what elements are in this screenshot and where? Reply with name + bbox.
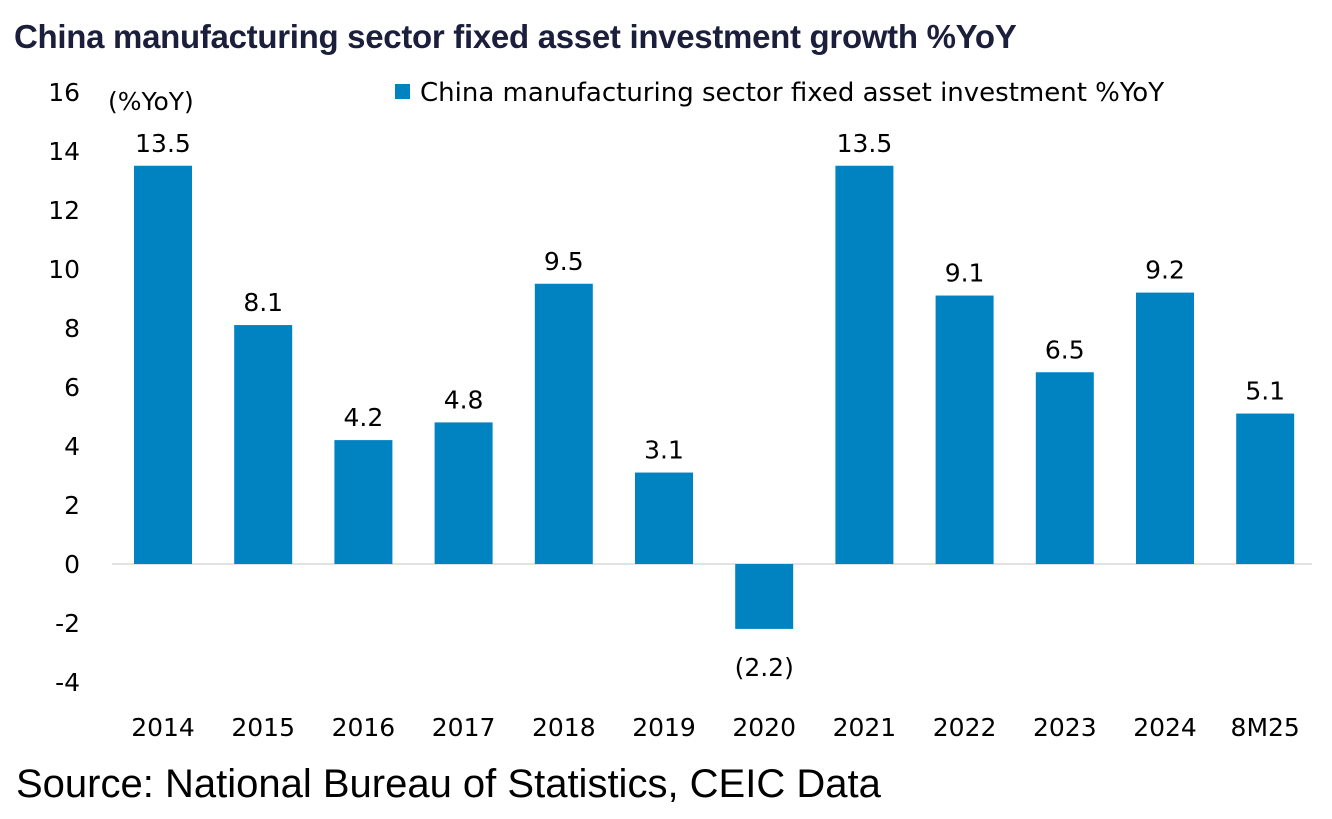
bar-2014 [134,165,192,564]
bar-2024 [1136,292,1194,564]
x-tick-label: 2015 [231,713,295,742]
x-tick-label: 2014 [131,713,195,742]
legend-swatch [395,84,410,99]
x-tick-label: 2021 [833,713,897,742]
x-tick-label: 2016 [332,713,396,742]
bar-2021 [835,165,894,564]
x-tick-label: 2019 [632,713,696,742]
bar-2018 [534,283,593,564]
y-tick-label: 6 [64,373,80,402]
bar-2022 [935,295,994,564]
y-tick-label: -2 [55,609,80,638]
bar-chart: 16 14 12 10 8 6 4 2 0 -2 -4 (%YoY) China manufactu… [48,78,1312,742]
data-label: 4.8 [444,385,484,414]
data-label: 3.1 [644,436,684,465]
bar-2017 [434,422,493,564]
data-label: 5.1 [1245,377,1285,406]
x-tick-label: 2023 [1033,713,1097,742]
y-tick-label: 16 [48,78,80,107]
bar-2016 [334,440,393,564]
x-tick-label: 2024 [1133,713,1197,742]
bar-2019 [635,472,693,564]
data-label: 9.2 [1145,256,1185,285]
data-labels: 13.5 8.1 4.2 4.8 9.5 3.1 (2.2) 13.5 9.1 6.5 9.2 5.1 [135,129,1285,682]
x-tick-label: 2018 [532,713,596,742]
data-label: 8.1 [243,288,283,317]
y-tick-label: 8 [64,314,80,343]
y-tick-label: -4 [55,668,80,697]
data-label: 9.1 [945,259,985,288]
y-axis-label: (%YoY) [108,87,194,116]
chart-title: China manufacturing sector fixed asset i… [14,18,1017,55]
y-tick-label: 2 [64,491,80,520]
x-tick-label: 2022 [933,713,997,742]
source-note: Source: National Bureau of Statistics, C… [16,762,881,806]
bars [134,165,1295,629]
data-label: (2.2) [735,653,794,682]
legend-label: China manufacturing sector fixed asset i… [420,78,1164,108]
y-tick-label: 4 [64,432,80,461]
bar-2015 [234,325,293,564]
y-tick-label: 0 [64,550,80,579]
x-tick-label: 2017 [432,713,496,742]
data-label: 4.2 [344,403,384,432]
y-tick-label: 12 [48,196,80,225]
data-label: 6.5 [1045,335,1085,364]
bar-8M25 [1236,413,1295,564]
y-tick-label: 14 [48,137,80,166]
data-label: 9.5 [544,247,584,276]
bar-2023 [1035,372,1094,564]
x-tick-label: 2020 [732,713,796,742]
x-tick-label: 8M25 [1231,713,1300,742]
data-label: 13.5 [135,129,191,158]
bar-2020 [735,564,794,629]
data-label: 13.5 [837,129,893,158]
y-tick-label: 10 [48,255,80,284]
x-axis-ticks: 2014 2015 2016 2017 2018 2019 2020 2021 2022 2023… [131,713,1300,742]
y-axis-ticks: 16 14 12 10 8 6 4 2 0 -2 -4 [48,78,80,697]
